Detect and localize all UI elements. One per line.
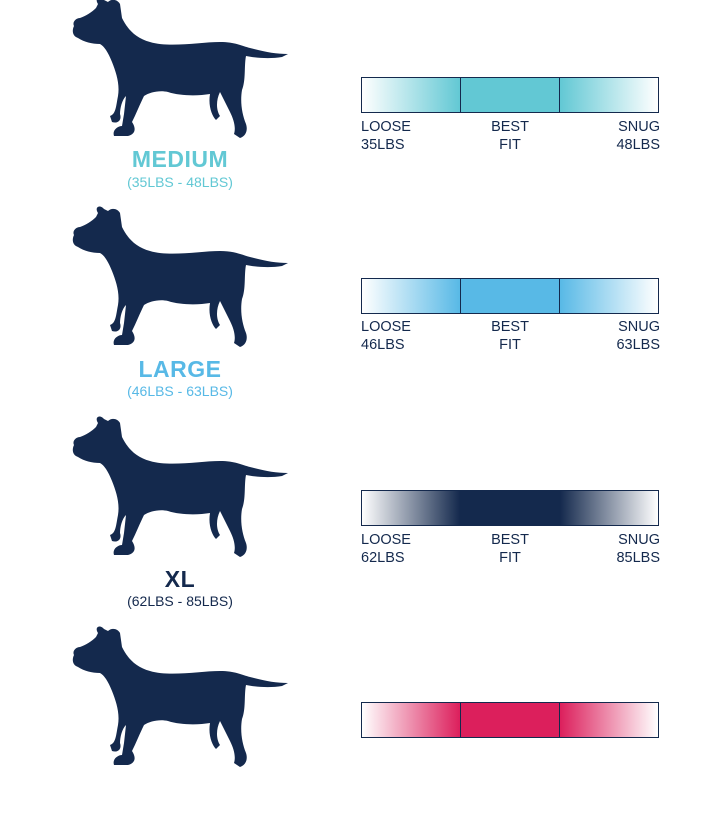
fit-bar-best [460, 78, 559, 112]
fit-bar-loose [362, 279, 460, 313]
dog-silhouette-icon [70, 625, 290, 775]
fit-bar-best [460, 491, 559, 525]
fit-bar-best [460, 279, 559, 313]
fit-bar-snug [559, 703, 658, 737]
size-section-medium: LOOSE 35LBS BEST FIT SNUG 48LBS MEDIUM (35L… [0, 0, 720, 210]
fit-bar-snug [559, 78, 658, 112]
best-fit-label: BEST FIT [491, 319, 529, 353]
snug-label: SNUG 48LBS [616, 119, 660, 153]
size-section-large: LOOSE 46LBS BEST FIT SNUG 63LBS LARGE (46LB… [0, 205, 720, 415]
loose-label: LOOSE 35LBS [361, 119, 411, 153]
fit-bar [361, 490, 659, 526]
dog-silhouette-icon [70, 0, 290, 146]
size-name: LARGE [138, 356, 222, 382]
size-section-xl: LOOSE 62LBS BEST FIT SNUG 85LBS XL (62LBS -… [0, 415, 720, 625]
size-range: (62LBS - 85LBS) [127, 593, 233, 609]
size-name: MEDIUM [131, 146, 229, 172]
fit-bar [361, 278, 659, 314]
loose-label: LOOSE 62LBS [361, 532, 411, 566]
best-fit-label: BEST FIT [491, 119, 529, 153]
size-range: (46LBS - 63LBS) [127, 383, 233, 399]
snug-label: SNUG 85LBS [616, 532, 660, 566]
fit-bar [361, 702, 659, 738]
fit-bar [361, 77, 659, 113]
fit-bar-loose [362, 491, 460, 525]
size-name: XL [164, 566, 196, 592]
snug-label: SNUG 63LBS [616, 319, 660, 353]
dog-silhouette-icon [70, 415, 290, 565]
loose-label: LOOSE 46LBS [361, 319, 411, 353]
size-section-next [0, 625, 720, 835]
dog-silhouette-icon [70, 205, 290, 355]
fit-bar-loose [362, 703, 460, 737]
best-fit-label: BEST FIT [491, 532, 529, 566]
fit-bar-best [460, 703, 559, 737]
fit-bar-loose [362, 78, 460, 112]
fit-bar-snug [559, 491, 658, 525]
size-range: (35LBS - 48LBS) [127, 174, 233, 190]
fit-bar-snug [559, 279, 658, 313]
